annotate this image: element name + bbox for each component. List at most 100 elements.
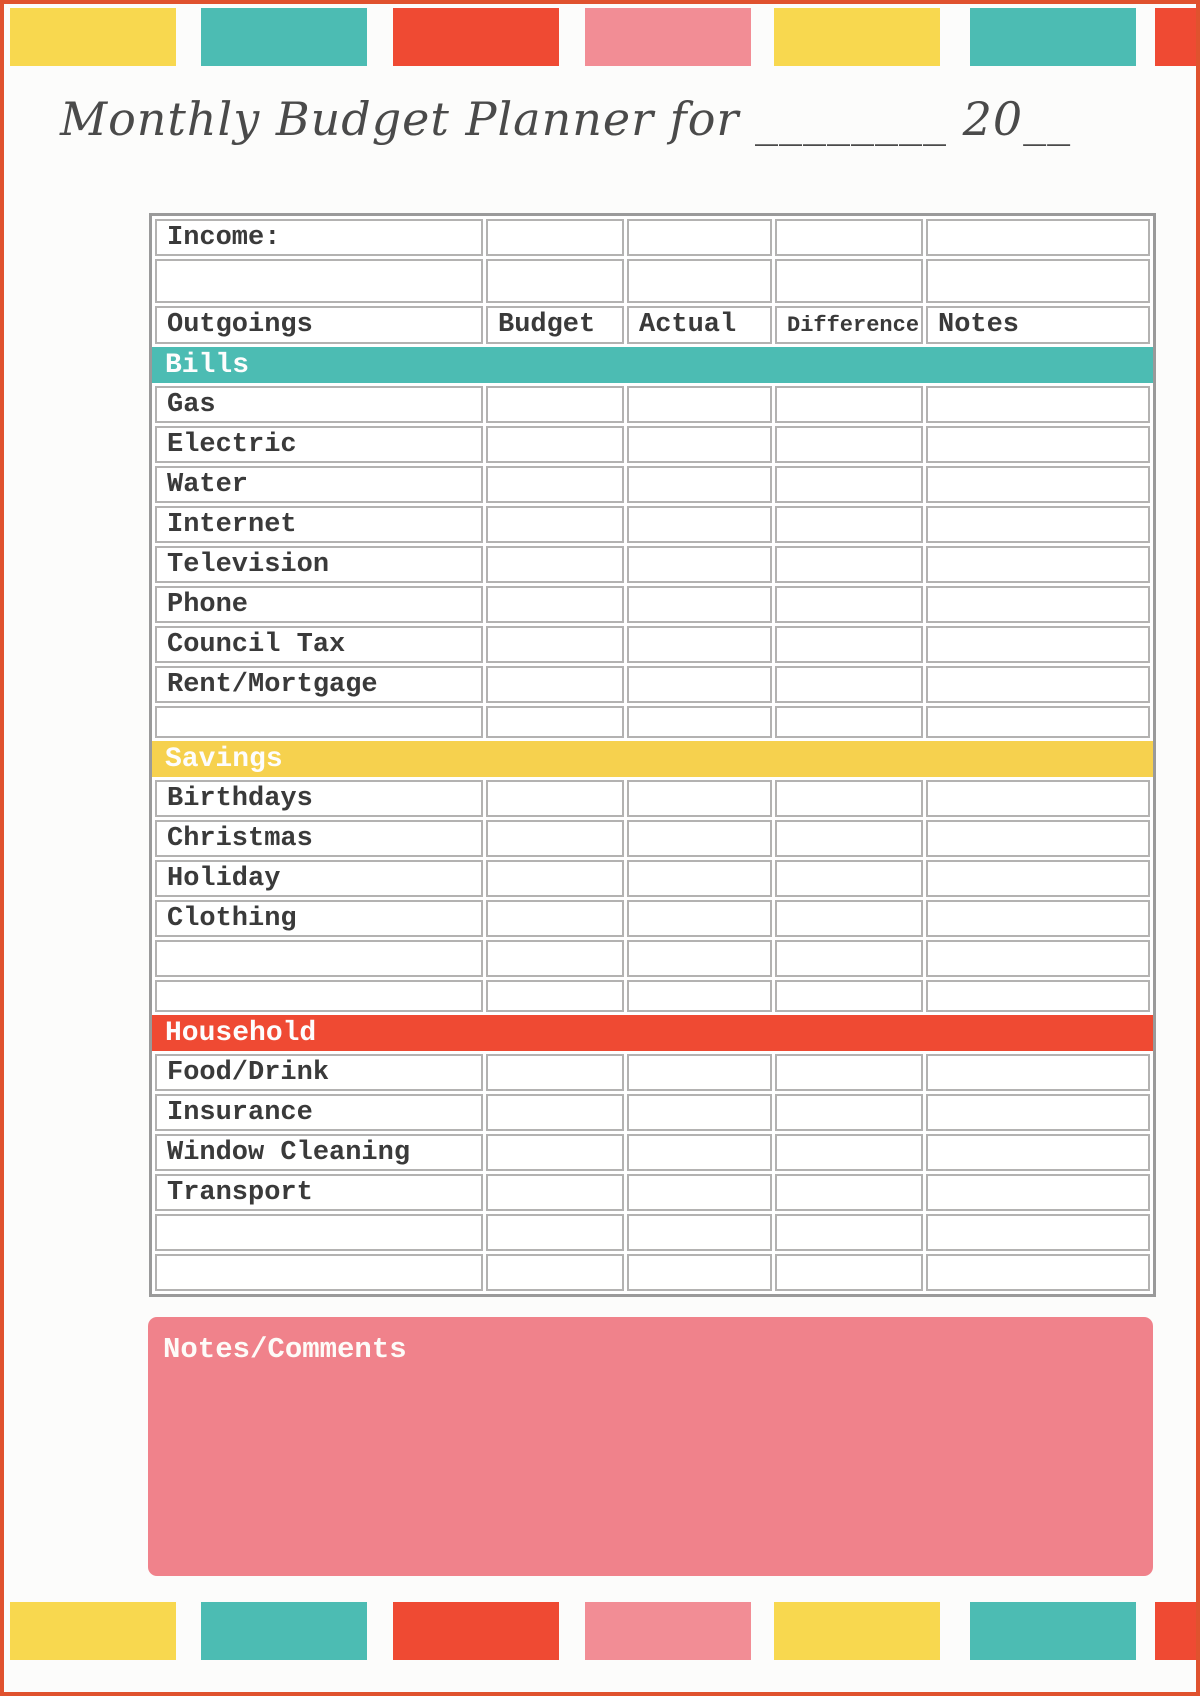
value-cell <box>627 626 772 663</box>
decor-block-yellow <box>10 8 176 66</box>
value-cell <box>486 1054 624 1091</box>
value-cell <box>926 466 1150 503</box>
notes-box-label: Notes/Comments <box>163 1333 407 1366</box>
label-cell: Phone <box>155 586 483 623</box>
value-cell <box>627 980 772 1012</box>
expense-row: Holiday <box>155 860 1150 897</box>
cell-label: Internet <box>167 509 297 540</box>
section-bar-label: Bills <box>165 349 250 381</box>
value-cell <box>486 219 624 256</box>
value-cell <box>775 466 923 503</box>
value-cell <box>627 1254 772 1291</box>
cell-label: Clothing <box>167 903 297 934</box>
expense-row: Gas <box>155 386 1150 423</box>
value-cell <box>627 466 772 503</box>
value-cell <box>486 900 624 937</box>
value-cell <box>775 706 923 738</box>
expense-row: Clothing <box>155 900 1150 937</box>
value-cell <box>775 546 923 583</box>
income-blank-row <box>155 259 1150 303</box>
value-cell <box>627 426 772 463</box>
section-bar-household: Household <box>152 1015 1153 1051</box>
value-cell <box>775 426 923 463</box>
value-cell <box>775 586 923 623</box>
label-cell: Birthdays <box>155 780 483 817</box>
cell-label: Council Tax <box>167 629 346 660</box>
column-header-label: Notes <box>938 310 1020 340</box>
decor-block-red <box>1155 8 1196 66</box>
expense-row: Christmas <box>155 820 1150 857</box>
value-cell <box>926 386 1150 423</box>
value-cell <box>926 1054 1150 1091</box>
expense-row: Insurance <box>155 1094 1150 1131</box>
value-cell <box>486 386 624 423</box>
value-cell <box>926 626 1150 663</box>
value-cell <box>775 1094 923 1131</box>
column-header-label: Difference <box>787 312 920 338</box>
decor-block-teal <box>970 8 1136 66</box>
blank-row <box>155 940 1150 977</box>
column-header-label: Actual <box>639 310 737 340</box>
expense-row: Television <box>155 546 1150 583</box>
decor-block-red <box>393 8 559 66</box>
value-cell <box>926 259 1150 303</box>
value-cell <box>627 586 772 623</box>
value-cell <box>926 219 1150 256</box>
value-cell <box>486 466 624 503</box>
column-header-actual: Actual <box>627 306 772 344</box>
value-cell <box>775 626 923 663</box>
label-cell: Water <box>155 466 483 503</box>
value-cell <box>627 259 772 303</box>
decor-block-red <box>393 1602 559 1660</box>
value-cell <box>486 706 624 738</box>
cell-label: Rent/Mortgage <box>167 669 378 700</box>
value-cell <box>155 980 483 1012</box>
value-cell <box>775 219 923 256</box>
bottom-color-strip <box>4 1602 1196 1660</box>
cell-label: Water <box>167 469 249 500</box>
value-cell <box>926 546 1150 583</box>
expense-row: Electric <box>155 426 1150 463</box>
label-cell: Food/Drink <box>155 1054 483 1091</box>
expense-row: Internet <box>155 506 1150 543</box>
value-cell <box>486 1174 624 1211</box>
value-cell <box>926 426 1150 463</box>
column-header-difference: Difference <box>775 306 923 344</box>
value-cell <box>486 1254 624 1291</box>
value-cell <box>486 666 624 703</box>
label-cell: Holiday <box>155 860 483 897</box>
section-bar-bills: Bills <box>152 347 1153 383</box>
value-cell <box>775 1214 923 1251</box>
value-cell <box>775 900 923 937</box>
value-cell <box>926 506 1150 543</box>
decor-block-teal <box>201 8 367 66</box>
value-cell <box>486 860 624 897</box>
label-cell: Transport <box>155 1174 483 1211</box>
value-cell <box>926 1214 1150 1251</box>
expense-row: Food/Drink <box>155 1054 1150 1091</box>
value-cell <box>155 1254 483 1291</box>
value-cell <box>926 1134 1150 1171</box>
value-cell <box>486 820 624 857</box>
value-cell <box>926 860 1150 897</box>
decor-block-teal <box>970 1602 1136 1660</box>
expense-row: Water <box>155 466 1150 503</box>
value-cell <box>926 820 1150 857</box>
decor-block-pink <box>585 1602 751 1660</box>
value-cell <box>775 780 923 817</box>
value-cell <box>926 940 1150 977</box>
section-bar-label: Savings <box>165 743 283 775</box>
value-cell <box>486 1134 624 1171</box>
value-cell <box>627 219 772 256</box>
value-cell <box>775 386 923 423</box>
value-cell <box>627 1094 772 1131</box>
value-cell <box>926 1174 1150 1211</box>
label-cell: Window Cleaning <box>155 1134 483 1171</box>
value-cell <box>486 780 624 817</box>
page-title: Monthly Budget Planner for ________ 20__ <box>60 92 1072 146</box>
value-cell <box>775 1174 923 1211</box>
cell-label: Food/Drink <box>167 1057 330 1088</box>
value-cell <box>486 1094 624 1131</box>
label-cell: Internet <box>155 506 483 543</box>
